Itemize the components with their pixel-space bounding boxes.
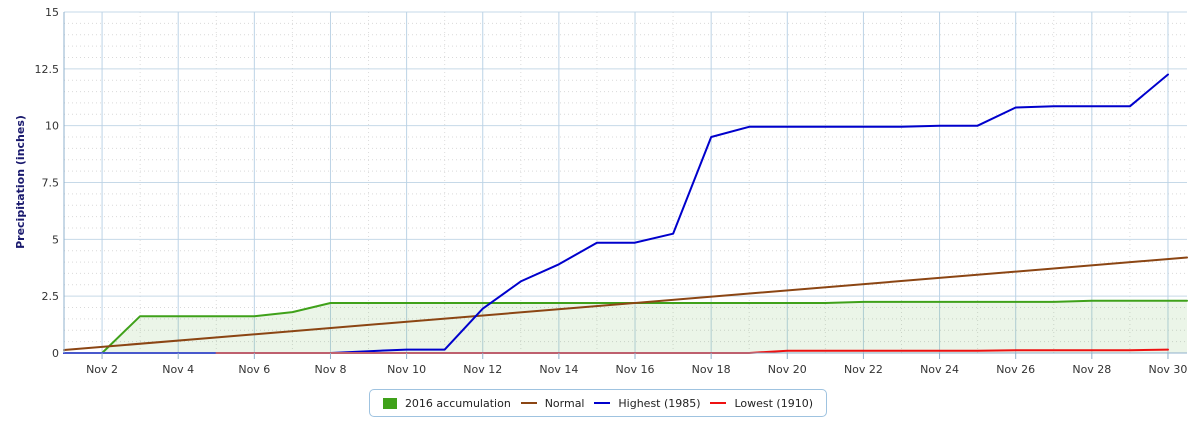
legend-item-highest[interactable]: Highest (1985) xyxy=(594,396,701,410)
legend-swatch-highest xyxy=(594,402,611,404)
x-tick-label: Nov 12 xyxy=(463,363,502,376)
legend-label-normal: Normal xyxy=(544,396,585,410)
x-tick-label: Nov 10 xyxy=(387,363,426,376)
legend-item-normal[interactable]: Normal xyxy=(520,396,585,410)
tick-labels: 0 2.5 5 7.5 10 12.5 15 Nov 2 Nov 4 Nov 6 Nov 8 Nov … xyxy=(35,6,1188,376)
x-tick-label: Nov 14 xyxy=(539,363,578,376)
legend-label-2016-accumulation: 2016 accumulation xyxy=(404,396,511,410)
y-tick-label: 10 xyxy=(45,120,59,133)
x-tick-label: Nov 2 xyxy=(86,363,118,376)
x-tick-label: Nov 28 xyxy=(1072,363,1111,376)
y-tick-label: 0 xyxy=(52,347,59,360)
x-tick-label: Nov 30 xyxy=(1148,363,1187,376)
major-gridlines xyxy=(64,11,1187,353)
axes xyxy=(63,12,1187,359)
y-tick-label: 2.5 xyxy=(42,290,60,303)
y-tick-label: 15 xyxy=(45,6,59,19)
series-area-2016-accumulation xyxy=(102,300,1188,353)
x-tick-label: Nov 16 xyxy=(616,363,655,376)
x-tick-label: Nov 8 xyxy=(314,363,346,376)
legend-swatch-lowest xyxy=(710,402,727,404)
series-line-normal xyxy=(63,256,1188,351)
x-tick-label: Nov 20 xyxy=(768,363,807,376)
legend-item-lowest[interactable]: Lowest (1910) xyxy=(710,397,813,410)
legend-item-2016-accumulation[interactable]: 2016 accumulation xyxy=(382,396,511,410)
y-axis-label: Precipitation (inches) xyxy=(14,115,27,249)
x-tick-label: Nov 4 xyxy=(162,363,194,376)
y-tick-label: 7.5 xyxy=(42,177,60,190)
series-line-2016-accumulation xyxy=(101,299,1188,354)
y-tick-label: 5 xyxy=(52,233,59,246)
x-tick-label: Nov 18 xyxy=(692,363,731,376)
legend-label-lowest: Lowest (1910) xyxy=(734,396,813,410)
series-layer xyxy=(63,73,1188,354)
legend-swatch-normal xyxy=(520,402,537,404)
y-tick-label: 12.5 xyxy=(35,63,60,76)
legend: 2016 accumulation Normal Highest (1985) … xyxy=(369,389,827,417)
x-tick-label: Nov 22 xyxy=(844,363,883,376)
x-tick-label: Nov 6 xyxy=(238,363,270,376)
legend-label-highest: Highest (1985) xyxy=(618,396,701,410)
x-tick-label: Nov 24 xyxy=(920,363,959,376)
precipitation-chart: 0 2.5 5 7.5 10 12.5 15 Nov 2 Nov 4 Nov 6 Nov 8 Nov … xyxy=(14,6,1188,376)
x-tick-label: Nov 26 xyxy=(996,363,1035,376)
legend-swatch-2016-accumulation xyxy=(382,397,397,409)
